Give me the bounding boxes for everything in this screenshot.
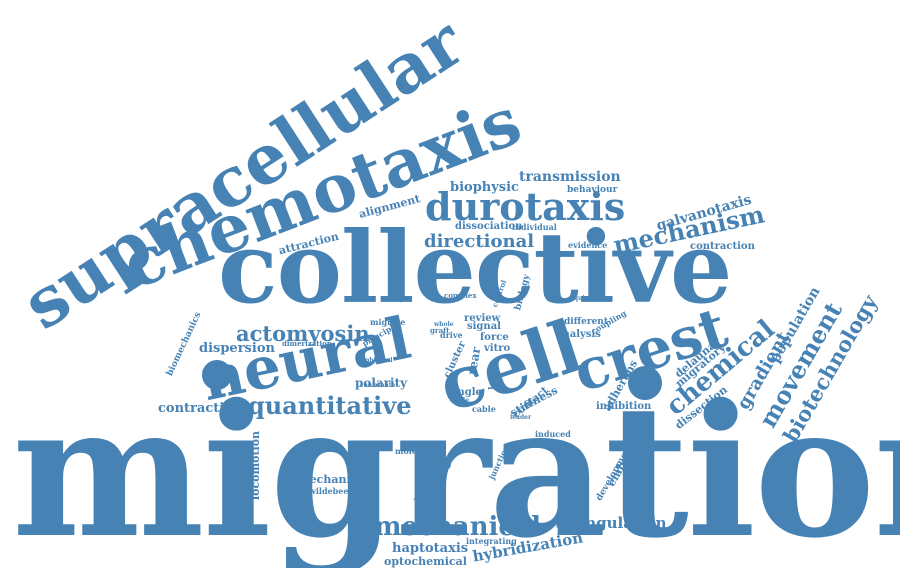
- word-biophysic: biophysic: [450, 180, 519, 195]
- word-directional: directional: [424, 231, 535, 252]
- word-inhibition: inhibition: [596, 401, 652, 412]
- word-contractility: contractility: [158, 401, 248, 416]
- word-haptotaxis: haptotaxis: [392, 541, 469, 556]
- word-analysis: analysis: [556, 329, 601, 340]
- word-behaviour: behaviour: [567, 185, 618, 195]
- word-signal: signal: [467, 321, 501, 332]
- word-transmission: transmission: [519, 169, 621, 185]
- word-complex: complex: [444, 291, 477, 300]
- word-mechanic: mechanic: [298, 473, 358, 486]
- word-dimerization: dimerization: [282, 339, 332, 348]
- word-contraction: contraction: [690, 241, 755, 252]
- word-locomotion: locomotion: [249, 430, 263, 501]
- dot-ornament: [628, 366, 662, 400]
- word-different: different: [564, 317, 608, 327]
- word-polarity: polarity: [355, 376, 408, 390]
- word-cable: cable: [472, 404, 496, 414]
- word-review: review: [464, 313, 501, 324]
- word-graft: graft: [430, 326, 450, 335]
- word-triangulation: triangulation: [555, 514, 667, 532]
- word-quantitative: quantitative: [248, 391, 412, 420]
- word-mechanical: mechanical: [374, 512, 541, 542]
- word-single: single: [448, 387, 482, 398]
- word-contribute: contribute: [360, 382, 396, 389]
- word-environment: environment: [397, 259, 405, 303]
- word-wildebeest: wildebeest: [309, 486, 357, 496]
- word-migrate: migrate: [370, 317, 406, 327]
- word-induced: induced: [535, 429, 571, 439]
- word-actomyosin: actomyosin: [236, 321, 370, 346]
- word-vitro: vitro: [484, 343, 511, 354]
- word-molecular: molecular: [395, 446, 441, 456]
- word-evidence: evidence: [568, 240, 608, 250]
- word-dispersion: dispersion: [199, 341, 275, 356]
- word-integrating: integrating: [466, 536, 517, 546]
- word-dissociation: dissociation: [455, 221, 523, 232]
- word-durotaxis: durotaxis: [425, 184, 626, 229]
- word-leader: leader: [510, 414, 532, 421]
- word-equivalent: equivalent: [570, 295, 606, 302]
- word-optochemical: optochemical: [384, 555, 467, 568]
- word-drive: drive: [440, 330, 463, 340]
- word-force: force: [480, 332, 509, 343]
- word-laevis: laevis: [487, 361, 498, 390]
- word-whole: whole: [434, 321, 454, 328]
- dot-ornament: [202, 360, 232, 390]
- word-collective: collective: [218, 211, 732, 326]
- word-physical: physical: [365, 357, 393, 364]
- word-scale: scale: [452, 397, 470, 404]
- word-individual: individual: [512, 222, 557, 232]
- word-migration: migration: [12, 364, 900, 568]
